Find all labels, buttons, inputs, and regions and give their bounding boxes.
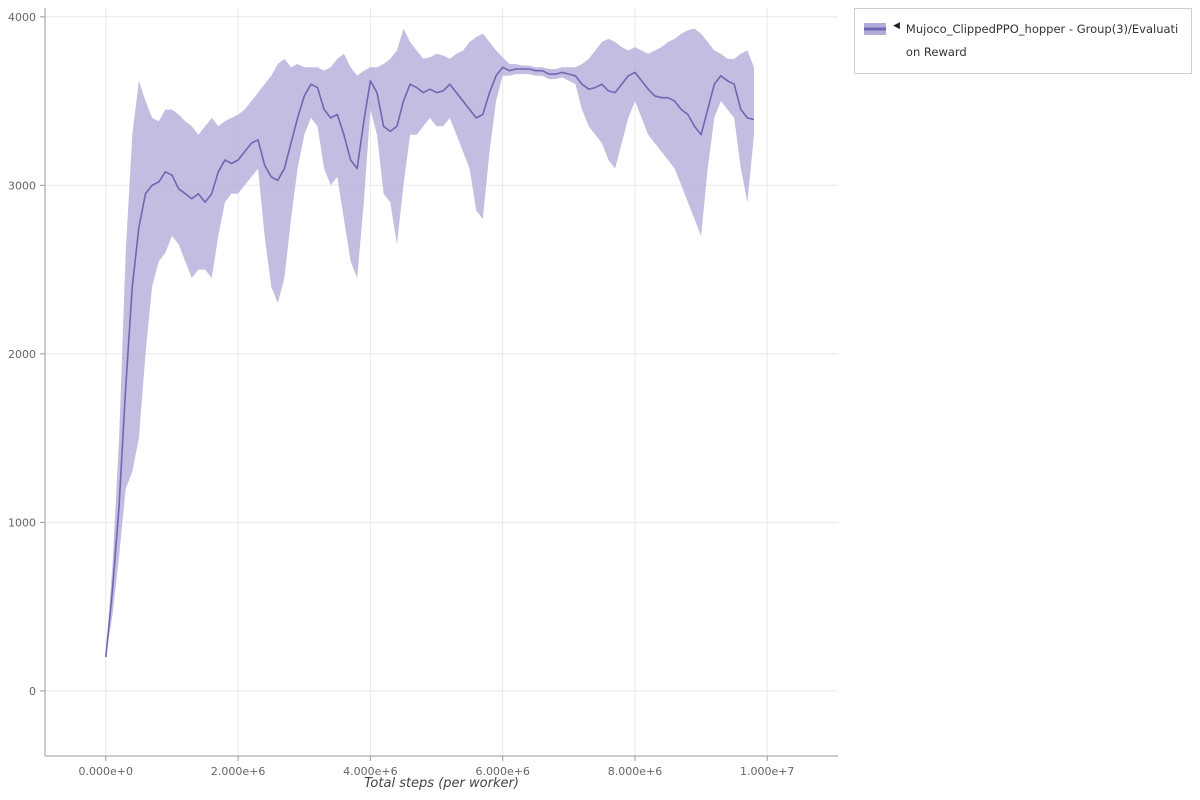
y-tick-label: 3000	[8, 179, 36, 192]
x-tick-label: 2.000e+6	[211, 765, 265, 778]
legend: ◀ Mujoco_ClippedPPO_hopper - Group(3)/Ev…	[854, 8, 1192, 74]
x-tick-label: 1.000e+7	[740, 765, 794, 778]
mean-line	[105, 66, 755, 658]
confidence-band	[105, 28, 755, 658]
x-tick-label: 0.000e+0	[79, 765, 133, 778]
x-tick-label: 4.000e+6	[343, 765, 397, 778]
y-tick-label: 4000	[8, 11, 36, 24]
x-tick-label: 6.000e+6	[475, 765, 529, 778]
y-tick-label: 1000	[8, 516, 36, 529]
legend-collapse-icon[interactable]: ◀	[893, 21, 900, 31]
legend-label: Mujoco_ClippedPPO_hopper - Group(3)/Eval…	[905, 22, 1179, 59]
x-axis-title: Total steps (per worker)	[364, 776, 519, 791]
y-tick-label: 0	[29, 685, 36, 698]
legend-item[interactable]: ◀ Mujoco_ClippedPPO_hopper - Group(3)/Ev…	[864, 18, 1182, 64]
legend-swatch-icon	[864, 23, 886, 35]
x-tick-label: 8.000e+6	[608, 765, 662, 778]
y-tick-label: 2000	[8, 348, 36, 361]
